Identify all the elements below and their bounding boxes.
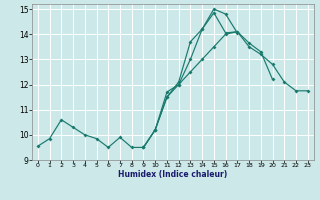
X-axis label: Humidex (Indice chaleur): Humidex (Indice chaleur) bbox=[118, 170, 228, 179]
